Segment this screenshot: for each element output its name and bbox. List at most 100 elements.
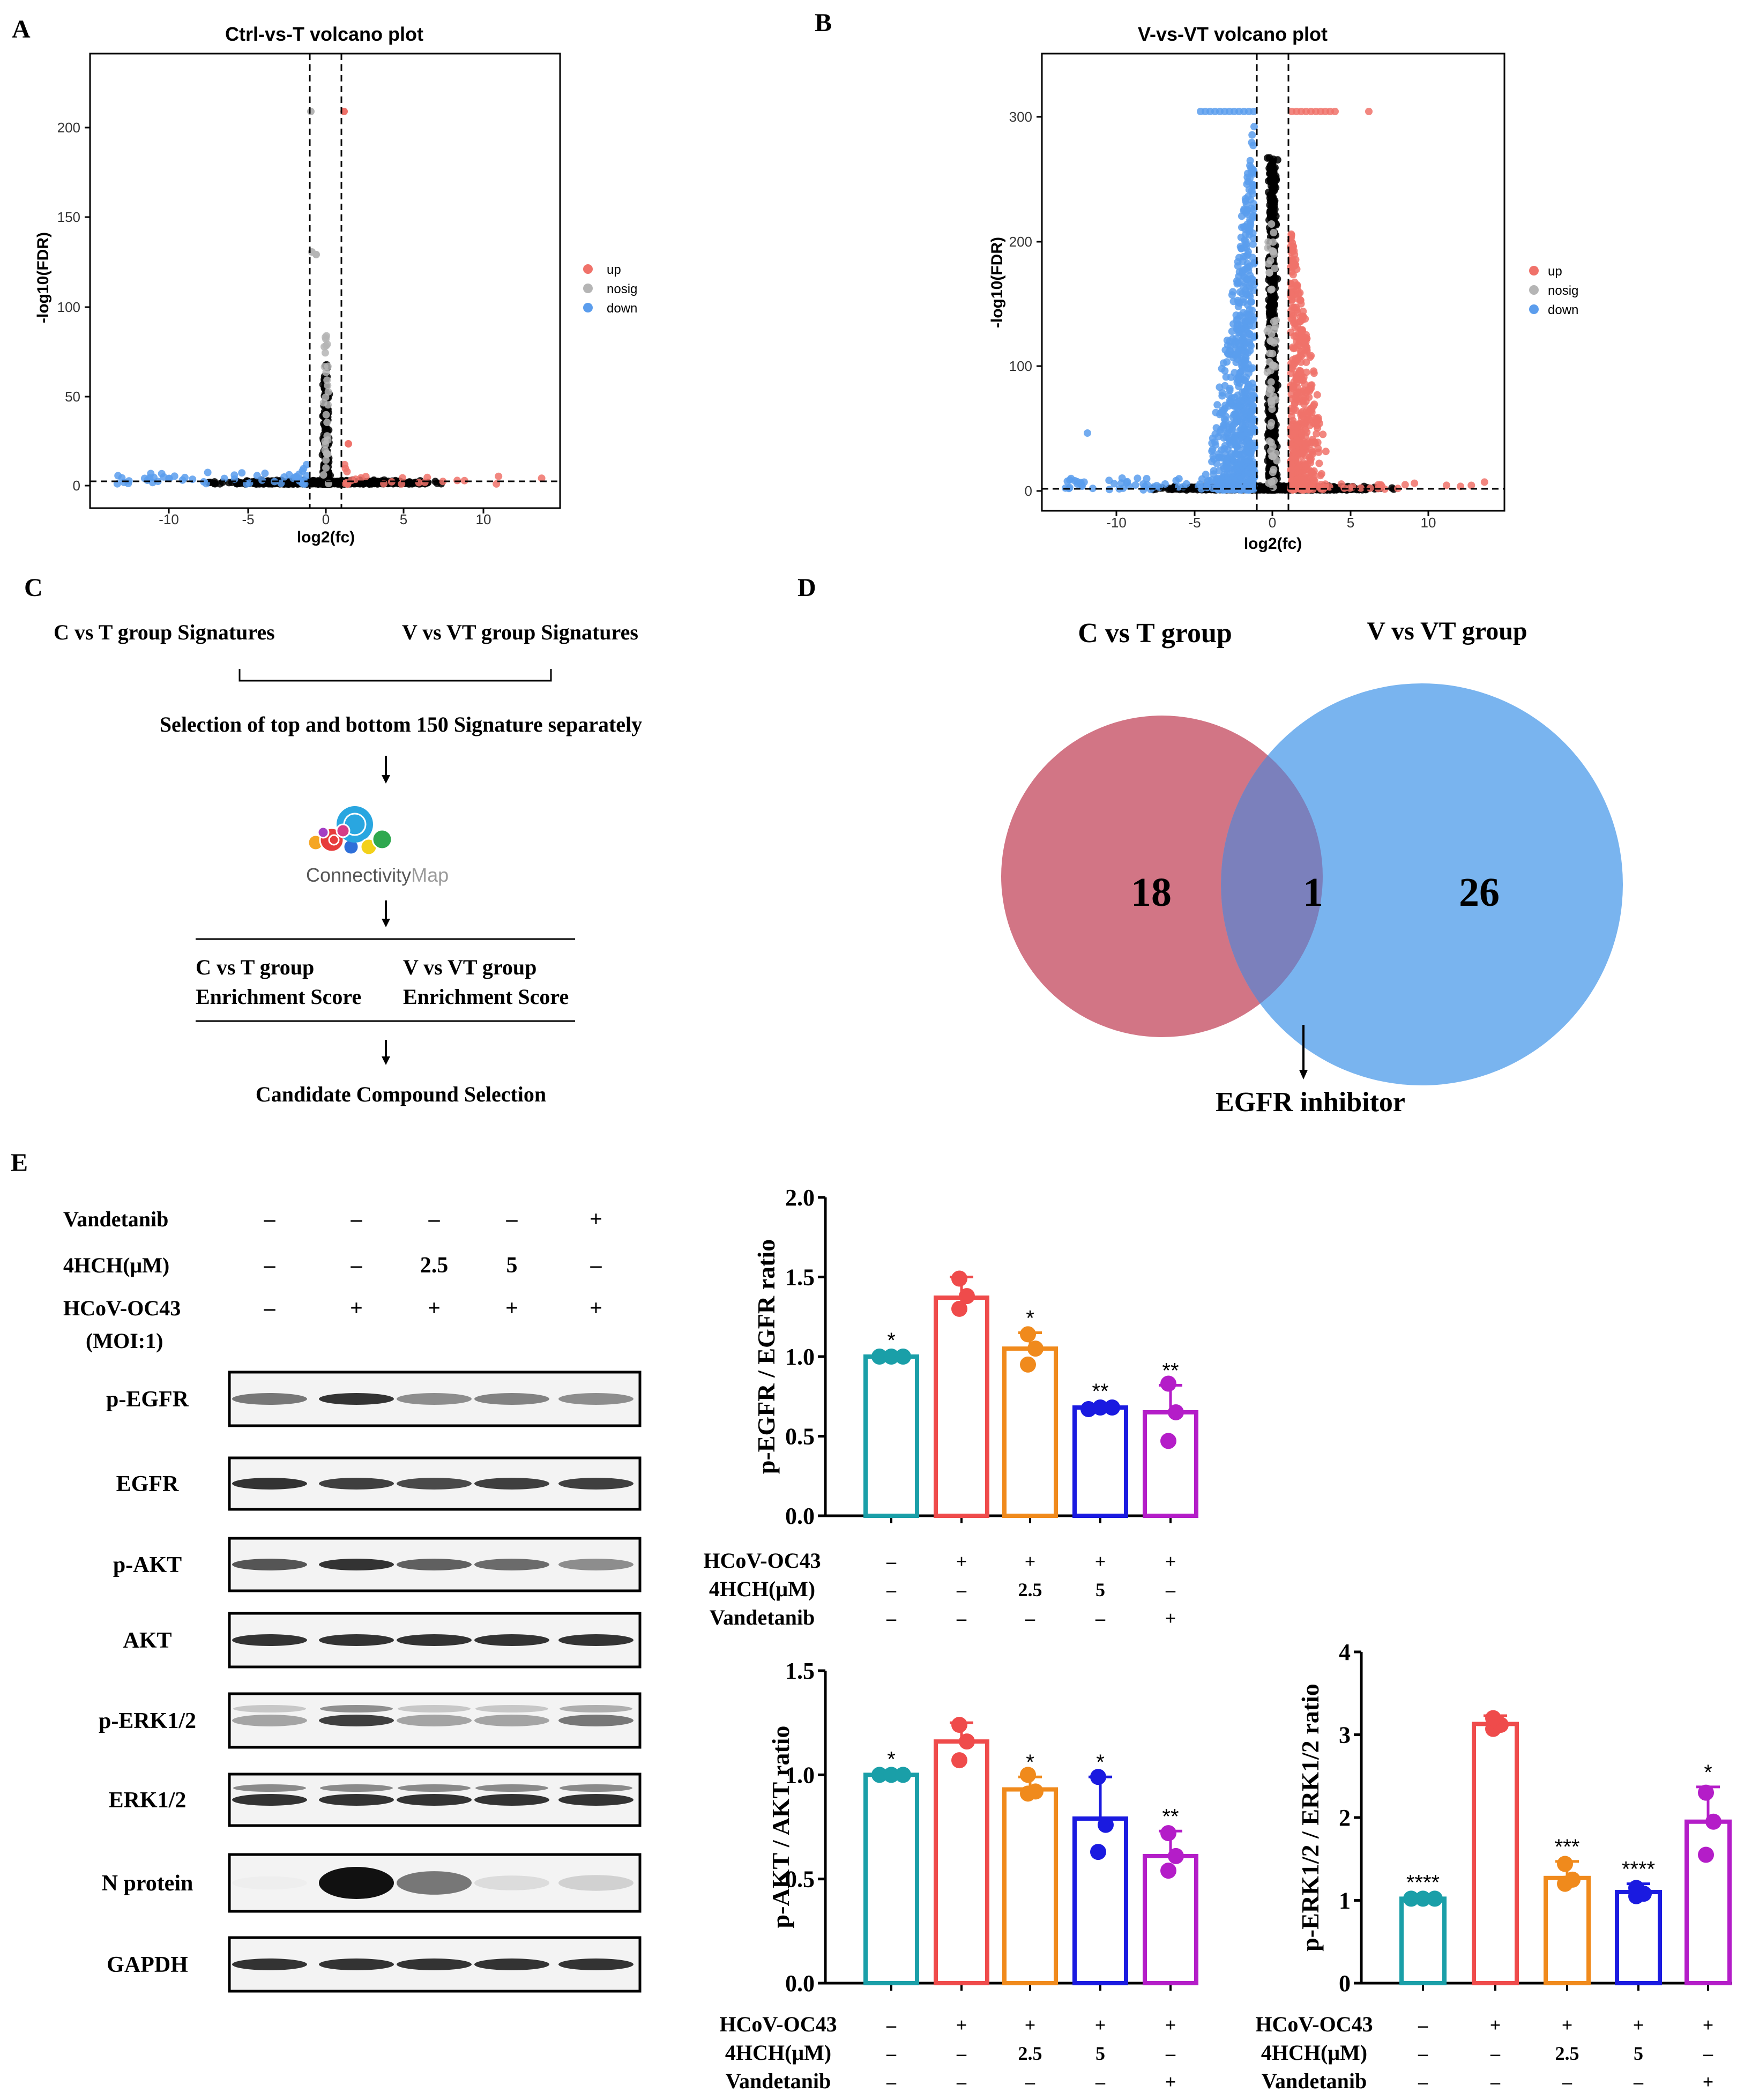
nosig-point bbox=[1268, 220, 1276, 228]
down-point bbox=[1231, 465, 1239, 473]
down-point bbox=[1233, 316, 1241, 324]
y-axis-label: p-ERK1/2 / ERK1/2 ratio bbox=[1296, 1684, 1324, 1952]
down-point bbox=[1223, 465, 1231, 473]
down-point bbox=[1239, 313, 1247, 321]
volcano-b-xtick-label: 0 bbox=[1269, 515, 1276, 531]
data-point bbox=[895, 1767, 911, 1783]
volcano-b-ytick-label: 100 bbox=[1009, 358, 1032, 374]
up-point bbox=[1302, 358, 1310, 366]
down-point bbox=[1215, 467, 1223, 475]
down-point bbox=[1239, 347, 1247, 355]
nosig-point bbox=[1270, 229, 1278, 236]
y-tick-label: 0.0 bbox=[785, 1970, 815, 1997]
significance-marker: * bbox=[887, 1329, 896, 1352]
bar bbox=[1615, 1890, 1662, 1986]
blot-band bbox=[319, 1478, 394, 1490]
workflow-right-es-1: V vs VT group bbox=[403, 955, 536, 979]
condition-value: – bbox=[886, 2014, 897, 2036]
significance-marker: * bbox=[1096, 1751, 1105, 1774]
blot-label: EGFR bbox=[116, 1472, 179, 1496]
blot-band bbox=[397, 1559, 472, 1570]
down-point bbox=[160, 473, 168, 481]
blot-band bbox=[475, 1784, 548, 1792]
down-point bbox=[1248, 204, 1256, 212]
condition-value: – bbox=[1633, 2071, 1644, 2092]
significance-marker: ** bbox=[1162, 1805, 1179, 1828]
significance-marker: * bbox=[1026, 1751, 1034, 1774]
volcano-b-xlabel: log2(fc) bbox=[1244, 535, 1302, 553]
nosig-point bbox=[1265, 429, 1272, 437]
condition-label: Vandetanib bbox=[710, 1605, 815, 1629]
up-point bbox=[1357, 484, 1365, 492]
down-point bbox=[261, 470, 269, 478]
down-point bbox=[1235, 397, 1243, 405]
up-point bbox=[1306, 408, 1314, 416]
venn-right-circle bbox=[1221, 683, 1623, 1085]
condition-value: + bbox=[1703, 2014, 1714, 2036]
down-point bbox=[1241, 388, 1249, 396]
condition-value: – bbox=[1418, 2014, 1428, 2036]
y-tick-label: 2 bbox=[1339, 1805, 1351, 1831]
workflow-right-signatures: V vs VT group Signatures bbox=[402, 620, 638, 644]
up-point bbox=[1292, 374, 1300, 382]
connectivity-map-logo bbox=[307, 806, 393, 856]
treat-value: – bbox=[264, 1253, 276, 1278]
condition-label: HCoV-OC43 bbox=[1255, 2012, 1373, 2036]
nosig-point bbox=[1264, 244, 1272, 252]
down-point bbox=[1246, 218, 1254, 226]
down-point bbox=[1246, 157, 1254, 165]
nosig-point bbox=[211, 478, 219, 486]
down-point bbox=[1249, 142, 1257, 150]
volcano-plot-a: -10 -5 0 5 10 0 50 100 150 200 log2(fc) … bbox=[34, 53, 637, 546]
bar bbox=[1072, 1816, 1128, 1986]
volcano-b-xtick-label: 5 bbox=[1347, 515, 1354, 531]
volcano-b-xtick-label: 10 bbox=[1421, 515, 1436, 531]
bar bbox=[1143, 1410, 1198, 1518]
down-point bbox=[1239, 338, 1247, 346]
treat-value: – bbox=[264, 1207, 276, 1232]
condition-value: + bbox=[956, 1551, 967, 1572]
down-point bbox=[204, 468, 212, 476]
down-point bbox=[1227, 373, 1235, 381]
blot-band bbox=[474, 1393, 549, 1405]
nosig-point bbox=[324, 436, 332, 444]
nosig-point bbox=[1270, 248, 1277, 256]
blot-band bbox=[558, 1715, 633, 1726]
volcano-b-xtick-label: -5 bbox=[1188, 515, 1201, 531]
data-point bbox=[895, 1349, 911, 1365]
panel-label-c: C bbox=[24, 574, 43, 602]
bar bbox=[1544, 1875, 1591, 1985]
data-point bbox=[1403, 1890, 1419, 1907]
down-point bbox=[1161, 480, 1169, 488]
condition-value: – bbox=[1165, 2043, 1176, 2064]
volcano-a-ytick-label: 50 bbox=[65, 389, 80, 405]
data-point bbox=[1557, 1856, 1573, 1872]
condition-label: 4HCH(μM) bbox=[1261, 2041, 1367, 2065]
data-point bbox=[1027, 1783, 1044, 1800]
legend-down-label: down bbox=[1548, 303, 1578, 317]
data-point bbox=[1427, 1890, 1443, 1907]
volcano-b-points bbox=[1062, 108, 1488, 494]
condition-value: – bbox=[1703, 2043, 1713, 2064]
down-point bbox=[1230, 481, 1238, 488]
up-point bbox=[1294, 341, 1302, 349]
blot-band bbox=[320, 1705, 393, 1712]
treat-value: + bbox=[350, 1296, 363, 1321]
data-point bbox=[1027, 1341, 1044, 1357]
down-point bbox=[1244, 463, 1251, 471]
legend-down-marker bbox=[583, 303, 593, 312]
down-point bbox=[1249, 364, 1257, 372]
nosig-point bbox=[1269, 238, 1277, 246]
venn-diagram: C vs T group V vs VT group 18 1 26 EGFR … bbox=[1001, 617, 1623, 1118]
up-point bbox=[1300, 386, 1308, 394]
significance-marker: * bbox=[1026, 1306, 1034, 1330]
data-point bbox=[959, 1288, 975, 1305]
blot-band bbox=[558, 1634, 633, 1646]
up-point bbox=[1301, 380, 1309, 388]
down-point bbox=[1198, 475, 1206, 483]
data-point bbox=[1092, 1399, 1108, 1416]
blot-label: ERK1/2 bbox=[109, 1788, 187, 1813]
volcano-b-yticks: 0 100 200 300 bbox=[1009, 109, 1042, 499]
nosig-point bbox=[322, 333, 330, 341]
volcano-a-ytick-label: 200 bbox=[57, 120, 80, 136]
